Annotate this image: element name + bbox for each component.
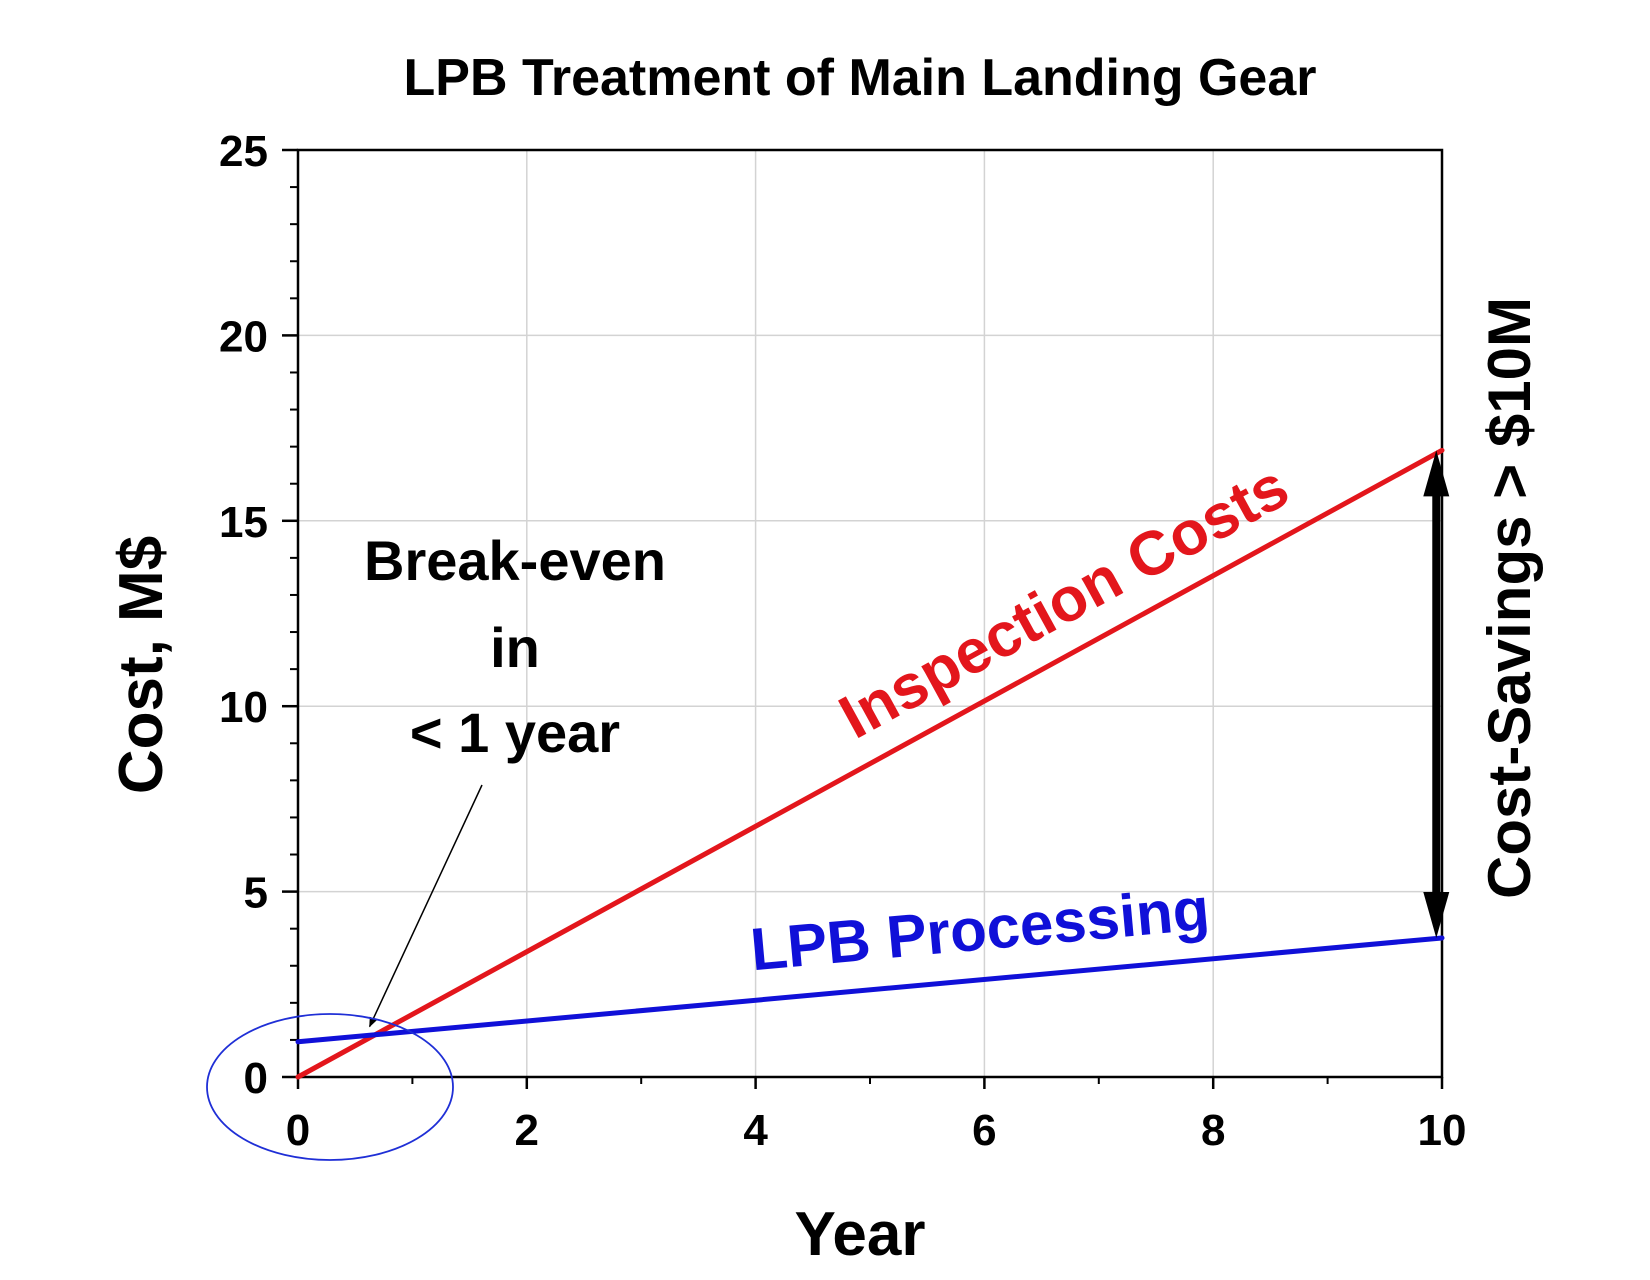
axis-ticks: 0 2 4 6 8 10 0 5 10 15 20 25 [219,127,1466,1155]
series [295,447,1445,1080]
cost-savings-label: Cost-Savings > $10M [1476,297,1543,899]
savings-arrow-head-bottom [1423,891,1450,938]
chart-title: LPB Treatment of Main Landing Gear [404,49,1317,107]
y-tick-label: 20 [219,312,268,361]
x-tick-label: 10 [1418,1106,1467,1155]
x-axis-label: Year [794,1200,925,1269]
break-even-text: in [490,616,540,679]
inspection-costs-line [295,447,1445,1080]
x-tick-label: 8 [1201,1106,1225,1155]
x-tick-label: 2 [515,1106,539,1155]
break-even-text: Break-even [364,529,666,592]
inspection-costs-label: Inspection Costs [828,452,1299,752]
y-tick-label: 15 [219,498,268,547]
savings-arrow-head-top [1423,450,1450,497]
break-even-pointer [368,784,483,1028]
y-tick-label: 25 [219,127,268,176]
plot-frame [296,148,1444,1079]
x-tick-label: 6 [972,1106,996,1155]
grid [298,150,1442,1077]
y-axis-label: Cost, M$ [107,536,176,794]
lpb-processing-line [295,935,1445,1045]
y-tick-label: 0 [244,1054,268,1103]
break-even-text: < 1 year [410,701,620,764]
y-tick-label: 10 [219,683,268,732]
y-tick-label: 5 [244,869,268,918]
x-tick-label: 0 [286,1106,310,1155]
x-tick-label: 4 [743,1106,768,1155]
break-even-ellipse [206,1013,454,1161]
